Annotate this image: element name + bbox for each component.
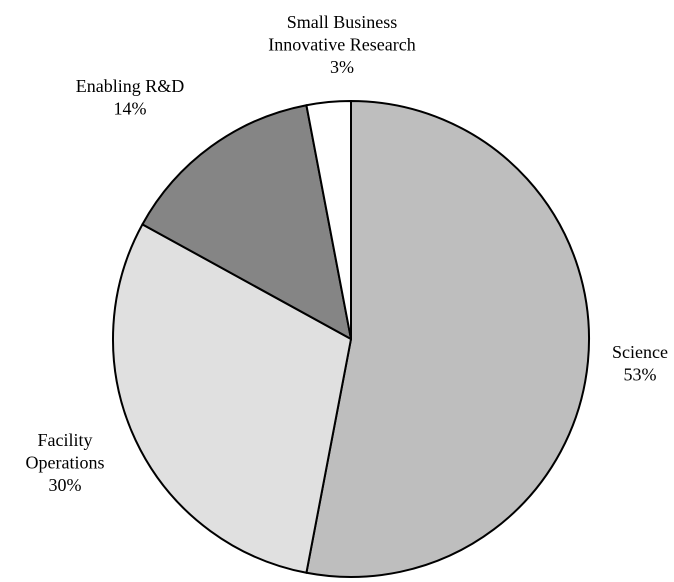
slice-value-label: 53% [624,365,657,385]
slice-label-text: Facility [38,430,93,450]
slice-value-label: 30% [49,475,82,495]
slice-label-science: Science 53% [612,342,668,385]
slice-label-text: Science [612,342,668,362]
pie-slice-small-business-innovative-research [305,100,352,340]
slice-label-text: Operations [26,453,105,473]
slice-label-text: Enabling R&D [76,76,185,96]
pie-slice-facility-operations [112,223,352,574]
slice-label-text: Innovative Research [268,35,415,55]
pie-labels: Science 53% Facility Operations 30% Enabling … [26,12,668,495]
slice-value-label: 3% [330,57,354,77]
pie-slices [112,100,590,578]
slice-label-enabling-randd: Enabling R&D 14% [76,76,185,119]
pie-slice-science [305,100,590,578]
slice-label-facility-operations: Facility Operations 30% [26,430,105,495]
slice-value-label: 14% [114,99,147,119]
slice-label-text: Small Business [287,12,398,32]
pie-slice-enabling-randd [141,104,352,340]
slice-label-small-business-innovative-research: Small Business Innovative Research 3% [268,12,415,77]
